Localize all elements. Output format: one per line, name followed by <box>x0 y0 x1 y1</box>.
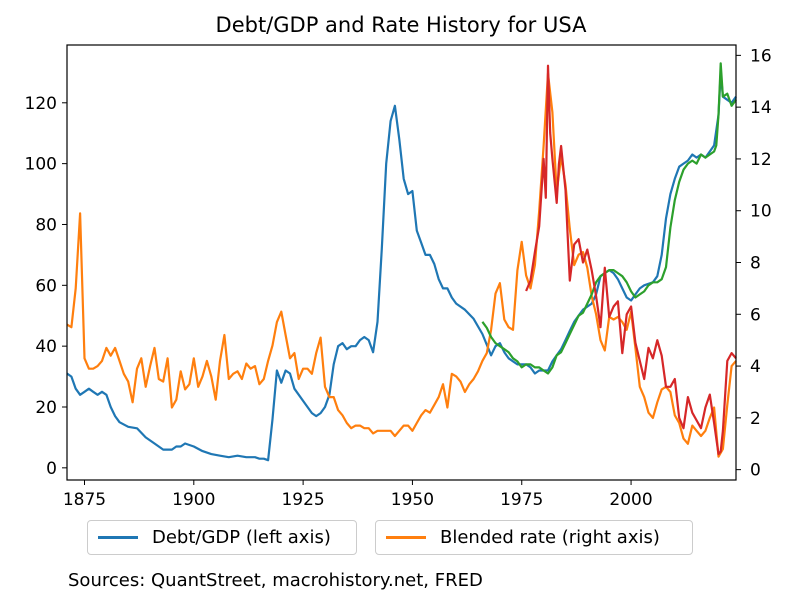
y-right-tick-label-6: 6 <box>750 305 761 325</box>
axes: 1875 1900 1925 1950 1975 2000 0 20 40 60 80 100 120 0… <box>25 46 772 510</box>
chart-title: Debt/GDP and Rate History for USA <box>216 13 588 37</box>
y-right-tick-label-12: 12 <box>750 150 772 170</box>
series-line-debt-gdp-fred <box>481 62 737 375</box>
y-right-tick-label-4: 4 <box>750 357 761 377</box>
y-right-tick-label-16: 16 <box>750 46 772 66</box>
legend-item-blended-rate: Blended rate (right axis) <box>375 520 693 555</box>
y-left-tick-label-120: 120 <box>25 94 57 114</box>
y-left-tick-label-40: 40 <box>35 337 57 357</box>
y-left-tick-label-80: 80 <box>35 215 57 235</box>
source-note: Sources: QuantStreet, macrohistory.net, … <box>68 570 483 591</box>
y-right-tick-label-0: 0 <box>750 461 761 481</box>
chart: Debt/GDP and Rate History for USA 1875 19… <box>25 13 772 510</box>
y-left-tick-label-20: 20 <box>35 398 57 418</box>
series-line-blended-rate-right-axis <box>66 72 737 458</box>
y-left-tick-label-100: 100 <box>25 155 57 175</box>
y-left-tick-label-60: 60 <box>35 276 57 296</box>
series-line-debt-gdp-left-axis <box>66 71 737 462</box>
legend-label-debt-gdp: Debt/GDP (left axis) <box>152 527 331 548</box>
y-right-tick-label-8: 8 <box>750 254 761 274</box>
legend-label-blended-rate: Blended rate (right axis) <box>440 527 660 548</box>
plot-frame <box>66 44 737 481</box>
x-tick-label-1925: 1925 <box>281 490 324 510</box>
legend-swatch-blended-rate <box>386 536 426 539</box>
legend-swatch-debt-gdp <box>98 536 138 539</box>
x-tick-label-1875: 1875 <box>63 490 106 510</box>
series-lines <box>66 62 737 462</box>
series-line-10y-treasury-yield-fred <box>525 64 737 456</box>
y-right-tick-label-14: 14 <box>750 98 772 118</box>
legend-item-debt-gdp: Debt/GDP (left axis) <box>87 520 357 555</box>
x-tick-label-2000: 2000 <box>609 490 652 510</box>
x-tick-label-1975: 1975 <box>500 490 543 510</box>
y-right-tick-label-2: 2 <box>750 409 761 429</box>
x-tick-label-1950: 1950 <box>391 490 434 510</box>
x-tick-label-1900: 1900 <box>172 490 215 510</box>
y-left-tick-label-0: 0 <box>46 459 57 479</box>
y-right-tick-label-10: 10 <box>750 202 772 222</box>
